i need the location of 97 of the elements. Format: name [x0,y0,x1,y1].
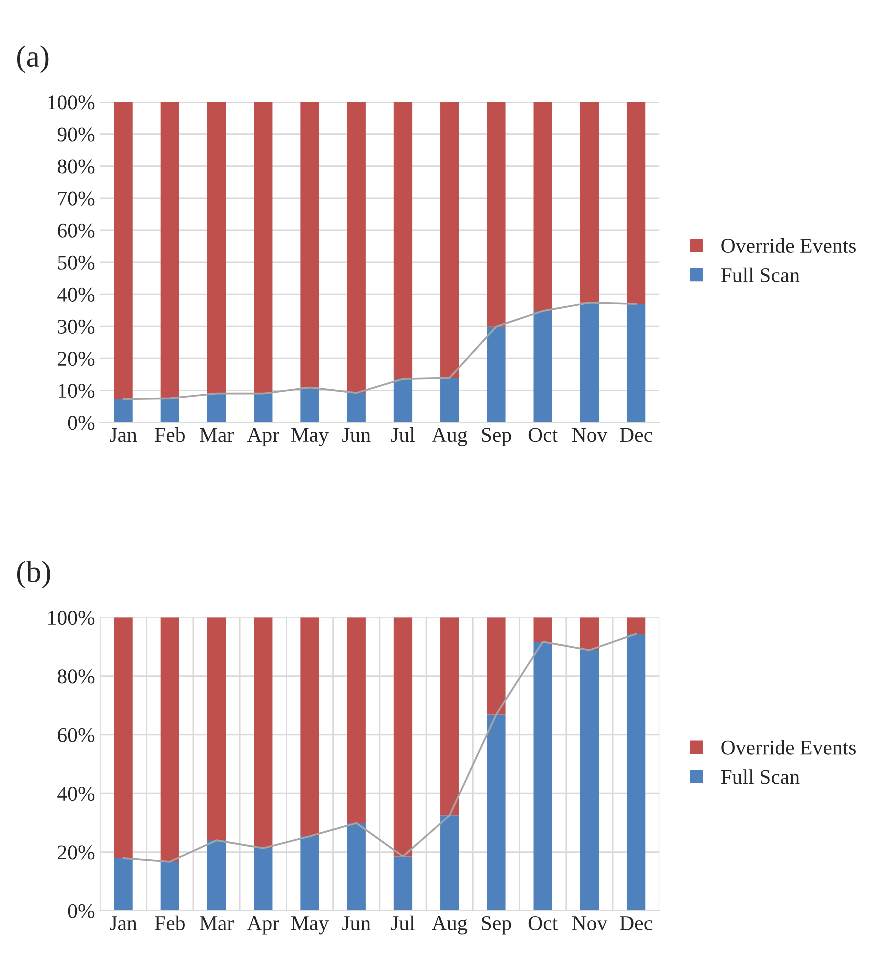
bar [487,714,506,911]
x-tick-label: Aug [432,428,468,446]
y-tick-label: 100% [48,610,95,626]
y-tick-label: 100% [48,96,95,110]
bar [487,618,506,715]
bar [394,102,413,380]
legend-label: Full Scan [721,268,800,282]
x-tick-label: Jul [392,916,415,930]
y-tick-label: 10% [59,384,95,398]
bar [114,618,133,858]
bar [207,840,226,911]
line-series [122,302,638,400]
bar [114,399,133,423]
bar [626,102,646,304]
bar [254,848,273,911]
bar [580,618,600,650]
x-tick-label: Mar [200,428,234,442]
y-tick-label: 0% [68,416,95,430]
bar [580,302,600,423]
y-tick-label: 0% [68,904,95,918]
bar [347,823,366,911]
bar [440,102,460,378]
bar [300,102,320,388]
bar [487,326,506,423]
x-tick-label: Nov [572,916,608,930]
bar [394,618,413,857]
bar [207,618,226,841]
x-tick-label: Sep [482,916,512,935]
y-tick-label: 80% [58,160,95,174]
bar [300,618,320,836]
x-tick-label: Feb [155,916,185,930]
x-tick-label: Dec [620,916,652,930]
x-tick-label: May [292,916,330,935]
y-tick-label: 20% [58,352,95,366]
x-tick-label: Jan [110,916,138,930]
bar [347,393,366,423]
bar [534,102,552,312]
chart-title: (b) [17,560,50,589]
x-tick-label: Jun [342,916,371,930]
x-tick-label: Apr [247,916,280,935]
bar [626,618,646,634]
y-tick-label: 70% [58,192,95,206]
x-tick-label: Nov [572,428,608,442]
bar [347,618,366,824]
bar [254,394,273,423]
bar [300,388,320,423]
bar [160,862,180,911]
x-tick-label: Sep [482,428,512,446]
bar [207,394,226,423]
legend-label: Override Events [722,238,856,254]
y-tick-label: 80% [58,670,95,684]
bar [440,378,460,423]
y-tick-label: 40% [58,288,95,302]
line-series [122,633,638,863]
bar [534,311,552,423]
bar [160,398,180,423]
y-tick-label: 50% [58,256,95,270]
bar [440,618,460,816]
y-tick-label: 60% [58,224,95,238]
x-tick-label: Oct [528,916,558,930]
bar [626,634,646,911]
bar [534,642,552,911]
bar [114,858,133,911]
y-tick-label: 20% [58,846,95,860]
bar [626,304,646,423]
bar [160,618,180,862]
bar [347,102,366,394]
bar [394,379,413,423]
x-tick-label: Feb [155,428,185,442]
bar [207,102,226,394]
y-tick-label: 30% [58,320,95,334]
bar [534,618,552,642]
bar [160,102,180,399]
chart-title: (a) [17,46,49,74]
x-tick-label: Dec [620,428,652,442]
x-tick-label: Mar [200,916,234,930]
x-tick-label: May [292,428,330,446]
x-tick-label: Jan [110,428,138,442]
y-tick-label: 90% [58,128,95,142]
bar [580,102,600,303]
x-tick-label: Apr [247,428,280,446]
x-tick-label: Oct [528,428,558,442]
bar [254,618,273,848]
bar [487,102,506,327]
x-tick-label: Aug [432,916,468,935]
legend-label: Full Scan [721,770,800,784]
bar [440,816,460,911]
y-tick-label: 60% [58,728,95,742]
bar [114,102,133,400]
legend-label: Override Events [722,740,856,755]
bar [254,102,273,394]
bar [300,836,320,911]
bar [394,856,413,911]
bar [580,650,600,911]
x-tick-label: Jul [392,428,415,442]
y-tick-label: 40% [58,786,95,802]
x-tick-label: Jun [342,428,371,442]
